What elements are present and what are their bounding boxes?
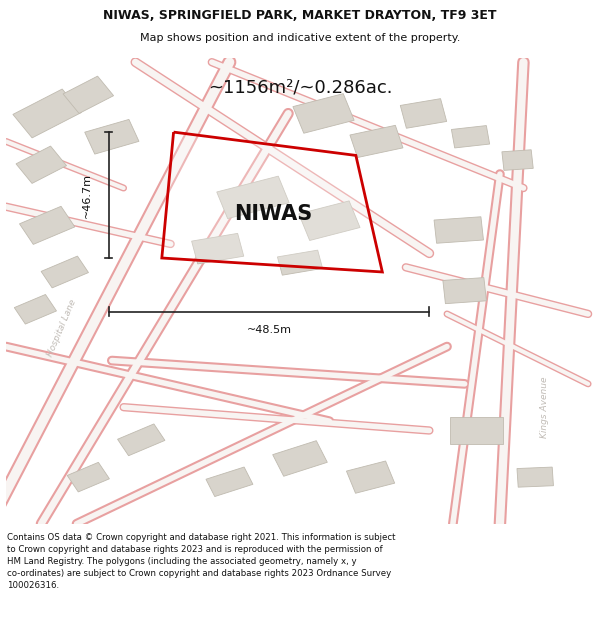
Bar xyxy=(350,126,403,158)
Bar xyxy=(19,206,75,244)
Bar xyxy=(517,467,553,487)
Text: ~46.7m: ~46.7m xyxy=(82,173,92,218)
Bar xyxy=(293,94,354,133)
Bar xyxy=(118,424,165,456)
Bar xyxy=(67,462,109,492)
Text: Kings Avenue: Kings Avenue xyxy=(539,376,548,438)
Bar xyxy=(191,233,244,264)
Bar xyxy=(14,294,56,324)
Bar xyxy=(502,150,533,171)
Text: ~1156m²/~0.286ac.: ~1156m²/~0.286ac. xyxy=(208,79,392,97)
Bar xyxy=(217,176,289,219)
Bar xyxy=(277,250,323,275)
Bar xyxy=(443,278,487,304)
Text: Map shows position and indicative extent of the property.: Map shows position and indicative extent… xyxy=(140,33,460,44)
Text: NIWAS, SPRINGFIELD PARK, MARKET DRAYTON, TF9 3ET: NIWAS, SPRINGFIELD PARK, MARKET DRAYTON,… xyxy=(103,9,497,22)
Bar xyxy=(41,256,88,288)
Bar xyxy=(63,76,113,114)
Text: Hospital Lane: Hospital Lane xyxy=(46,298,78,358)
Bar xyxy=(346,461,395,493)
Bar xyxy=(400,99,446,128)
Bar xyxy=(299,201,360,241)
Bar xyxy=(434,217,484,243)
Text: Contains OS data © Crown copyright and database right 2021. This information is : Contains OS data © Crown copyright and d… xyxy=(7,533,396,591)
Bar xyxy=(85,119,139,154)
Text: NIWAS: NIWAS xyxy=(235,204,313,224)
Polygon shape xyxy=(162,132,382,272)
Bar xyxy=(206,467,253,496)
Bar xyxy=(272,441,328,476)
Bar xyxy=(13,89,82,138)
Bar xyxy=(450,416,503,444)
Bar xyxy=(16,146,67,183)
Bar xyxy=(451,126,490,148)
Text: ~48.5m: ~48.5m xyxy=(247,325,292,335)
